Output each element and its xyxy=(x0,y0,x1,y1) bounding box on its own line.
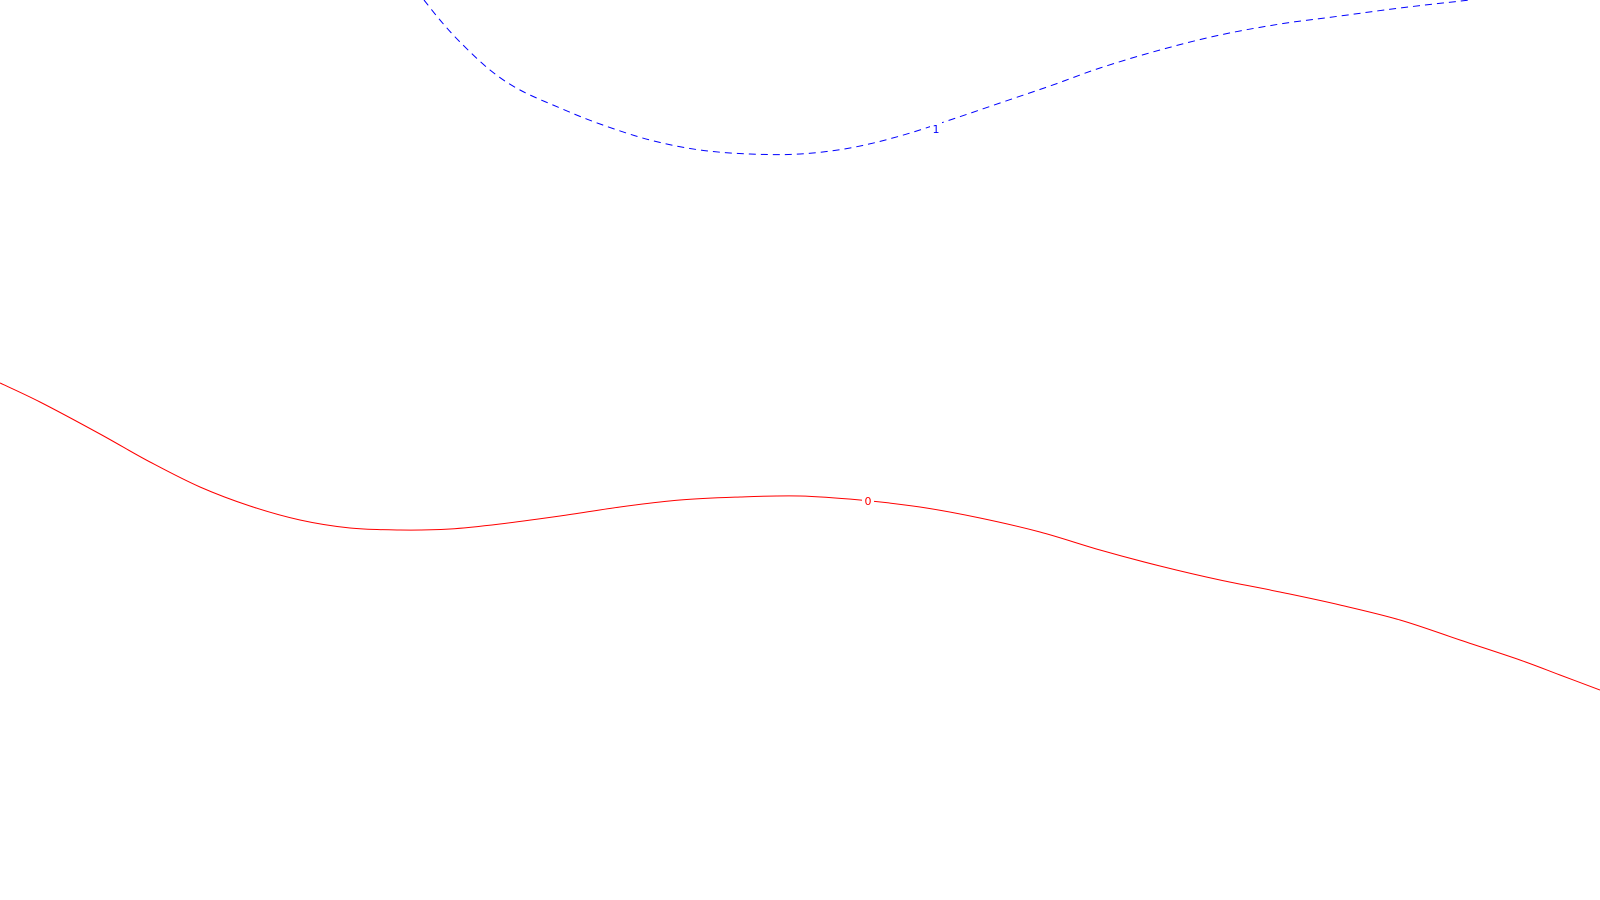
contour-line-0 xyxy=(0,382,1600,691)
contour-label-gap-0 xyxy=(862,494,874,506)
contour-lines xyxy=(0,0,1600,691)
contour-label-1: 1 xyxy=(933,123,940,136)
contour-labels: 01 xyxy=(862,122,942,508)
contour-line-1 xyxy=(423,0,1471,156)
contour-label-0: 0 xyxy=(865,495,872,508)
contour-label-gap-1 xyxy=(930,122,942,134)
